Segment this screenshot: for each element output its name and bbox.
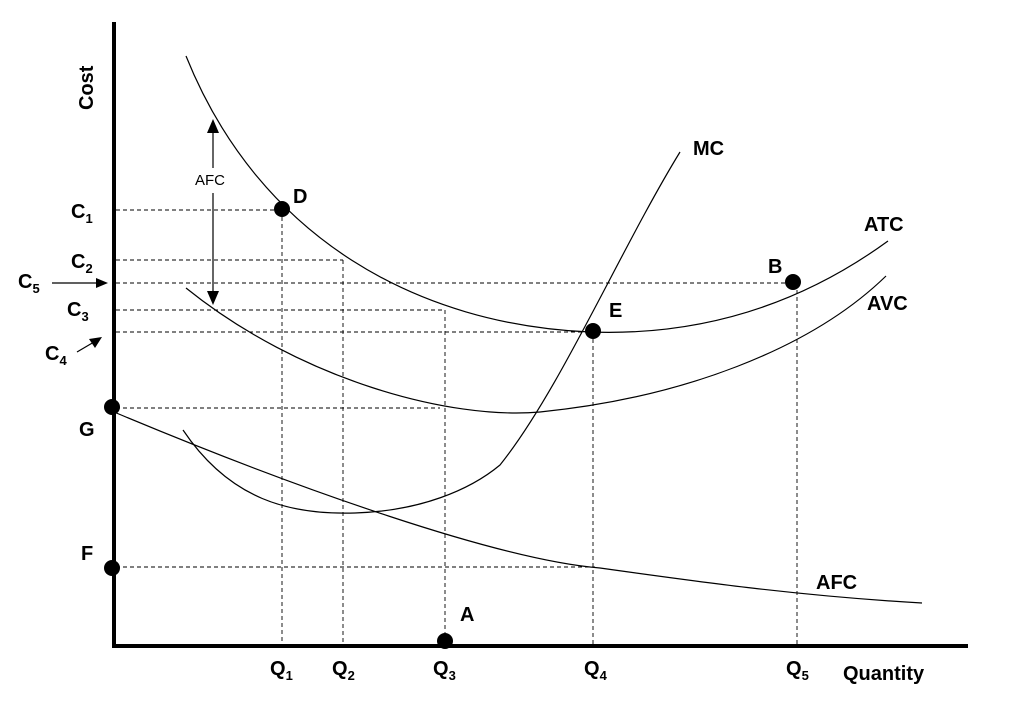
x-tick-q1: Q1 <box>270 658 293 683</box>
point-e <box>585 323 601 339</box>
point-b <box>785 274 801 290</box>
c4-arrow <box>76 337 102 353</box>
atc-label: ATC <box>864 214 904 236</box>
y-tick-c2: C2 <box>71 251 93 276</box>
afc-distance-arrow <box>207 119 219 305</box>
point-a-label: A <box>460 604 474 626</box>
point-e-label: E <box>609 300 622 322</box>
atc-curve <box>185 55 889 333</box>
x-tick-q3: Q3 <box>433 658 456 683</box>
y-tick-c4: C4 <box>45 343 67 368</box>
x-tick-q5: Q5 <box>786 658 809 683</box>
afc-label: AFC <box>816 572 857 594</box>
point-b-label: B <box>768 256 782 278</box>
y-tick-c1: C1 <box>71 201 93 226</box>
point-f-label: F <box>81 543 93 565</box>
point-g-label: G <box>79 419 95 441</box>
mc-curve <box>182 151 681 514</box>
point-d <box>274 201 290 217</box>
avc-curve <box>185 275 887 414</box>
afc-annotation-label: AFC <box>195 172 225 189</box>
point-a <box>437 633 453 649</box>
y-tick-c3: C3 <box>67 299 89 324</box>
mc-label: MC <box>693 138 724 160</box>
y-tick-c5: C5 <box>18 271 40 296</box>
point-f <box>104 560 120 576</box>
point-g <box>104 399 120 415</box>
y-axis-label: Cost <box>76 65 98 110</box>
x-tick-q4: Q4 <box>584 658 608 683</box>
x-tick-q2: Q2 <box>332 658 355 683</box>
c5-arrow <box>52 278 108 288</box>
guide-lines <box>116 209 798 644</box>
x-axis-label: Quantity <box>843 663 925 685</box>
afc-curve <box>113 411 923 604</box>
point-d-label: D <box>293 186 307 208</box>
avc-label: AVC <box>867 293 908 315</box>
